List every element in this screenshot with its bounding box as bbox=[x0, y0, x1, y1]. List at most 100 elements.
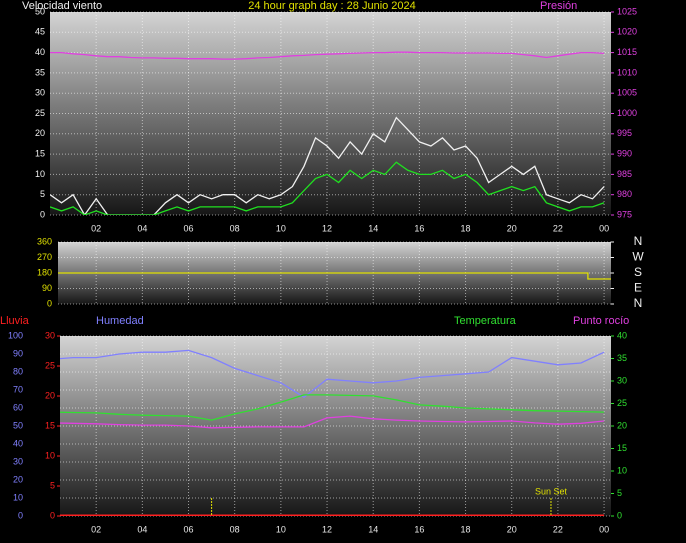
y-tick-label: 20 bbox=[35, 128, 45, 138]
y-tick-label: 50 bbox=[13, 420, 23, 430]
y-tick-label: N bbox=[634, 234, 643, 248]
y-tick-label: 40 bbox=[617, 330, 627, 340]
x-tick-label: 04 bbox=[137, 524, 147, 534]
x-tick-label: 12 bbox=[322, 223, 332, 233]
x-tick-label: 08 bbox=[230, 524, 240, 534]
x-tick-label: 06 bbox=[184, 524, 194, 534]
x-tick-label: 12 bbox=[322, 524, 332, 534]
y-tick-label: 70 bbox=[13, 384, 23, 394]
x-tick-label: 06 bbox=[184, 223, 194, 233]
data-line bbox=[50, 161, 605, 215]
y-tick-label: 90 bbox=[42, 283, 52, 293]
y-tick-label: 1000 bbox=[617, 108, 637, 118]
y-tick-label: 90 bbox=[13, 348, 23, 358]
y-tick-label: 35 bbox=[35, 67, 45, 77]
y-tick-label: 0 bbox=[617, 510, 622, 520]
y-tick-label: 1025 bbox=[617, 6, 637, 16]
x-tick-label: 08 bbox=[230, 223, 240, 233]
y-tick-label: S bbox=[634, 265, 642, 279]
y-tick-label: 15 bbox=[45, 420, 55, 430]
y-tick-label: 60 bbox=[13, 402, 23, 412]
y-tick-label: 15 bbox=[617, 443, 627, 453]
y-tick-label: 990 bbox=[617, 148, 632, 158]
y-tick-label: N bbox=[634, 296, 643, 310]
x-tick-label: 20 bbox=[507, 524, 517, 534]
x-tick-label: 04 bbox=[137, 223, 147, 233]
y-tick-label: 10 bbox=[35, 169, 45, 179]
x-tick-label: 02 bbox=[91, 223, 101, 233]
y-tick-label: 360 bbox=[37, 236, 52, 246]
y-tick-label: 35 bbox=[617, 353, 627, 363]
y-tick-label: 1005 bbox=[617, 88, 637, 98]
series-label: Humedad bbox=[96, 315, 144, 327]
x-tick-label: 16 bbox=[414, 223, 424, 233]
x-tick-label: 22 bbox=[553, 524, 563, 534]
data-line bbox=[60, 349, 605, 398]
y-tick-label: 1010 bbox=[617, 67, 637, 77]
series-group bbox=[60, 349, 605, 516]
y-tick-label: 40 bbox=[35, 47, 45, 57]
y-tick-label: 25 bbox=[617, 398, 627, 408]
y-tick-label: 995 bbox=[617, 128, 632, 138]
y-tick-label: 30 bbox=[45, 330, 55, 340]
y-tick-label: 30 bbox=[617, 375, 627, 385]
data-line bbox=[50, 51, 605, 60]
y-tick-label: 30 bbox=[13, 456, 23, 466]
y-tick-label: W bbox=[632, 250, 644, 264]
y-tick-label: 0 bbox=[50, 510, 55, 520]
y-tick-label: 100 bbox=[8, 330, 23, 340]
y-tick-label: 25 bbox=[45, 360, 55, 370]
y-tick-label: 1015 bbox=[617, 47, 637, 57]
y-tick-label: 15 bbox=[35, 148, 45, 158]
data-line bbox=[58, 272, 611, 280]
y-tick-label: 180 bbox=[37, 267, 52, 277]
series-group bbox=[50, 51, 605, 215]
series-label: Lluvia bbox=[0, 315, 30, 327]
series-label: Presión bbox=[540, 0, 577, 12]
marker-label: Sun Set bbox=[535, 486, 568, 496]
x-tick-label: 02 bbox=[91, 524, 101, 534]
y-tick-label: 10 bbox=[13, 492, 23, 502]
y-tick-label: 1020 bbox=[617, 27, 637, 37]
x-tick-label: 10 bbox=[276, 524, 286, 534]
y-tick-label: E bbox=[634, 281, 642, 295]
series-group bbox=[58, 272, 611, 280]
y-tick-label: 40 bbox=[13, 438, 23, 448]
series-label: Punto rocío bbox=[573, 315, 629, 327]
y-tick-label: 980 bbox=[617, 189, 632, 199]
y-tick-label: 45 bbox=[35, 27, 45, 37]
y-tick-label: 0 bbox=[40, 209, 45, 219]
x-tick-label: 18 bbox=[461, 524, 471, 534]
y-tick-label: 20 bbox=[45, 390, 55, 400]
y-tick-label: 0 bbox=[47, 298, 52, 308]
x-tick-label: 18 bbox=[461, 223, 471, 233]
y-tick-label: 5 bbox=[50, 480, 55, 490]
series-label: Velocidad viento bbox=[22, 0, 102, 12]
y-tick-label: 5 bbox=[40, 189, 45, 199]
y-tick-label: 30 bbox=[35, 88, 45, 98]
y-tick-label: 0 bbox=[18, 510, 23, 520]
y-tick-label: 985 bbox=[617, 169, 632, 179]
x-tick-label: 20 bbox=[507, 223, 517, 233]
y-tick-label: 10 bbox=[45, 450, 55, 460]
y-tick-label: 5 bbox=[617, 488, 622, 498]
y-tick-label: 10 bbox=[617, 465, 627, 475]
x-tick-label: 10 bbox=[276, 223, 286, 233]
y-tick-label: 20 bbox=[617, 420, 627, 430]
data-line bbox=[50, 116, 605, 215]
data-line bbox=[60, 415, 605, 429]
y-tick-label: 975 bbox=[617, 209, 632, 219]
y-tick-label: 25 bbox=[35, 108, 45, 118]
x-tick-label: 00 bbox=[599, 524, 609, 534]
y-tick-label: 20 bbox=[13, 474, 23, 484]
x-tick-label: 22 bbox=[553, 223, 563, 233]
chart-title: 24 hour graph day : 28 Junio 2024 bbox=[248, 0, 416, 12]
series-label: Temperatura bbox=[454, 315, 517, 327]
x-tick-label: 14 bbox=[368, 223, 378, 233]
x-tick-label: 14 bbox=[368, 524, 378, 534]
y-tick-label: 80 bbox=[13, 366, 23, 376]
x-tick-label: 16 bbox=[414, 524, 424, 534]
y-tick-label: 50 bbox=[35, 6, 45, 16]
data-line bbox=[60, 394, 605, 421]
